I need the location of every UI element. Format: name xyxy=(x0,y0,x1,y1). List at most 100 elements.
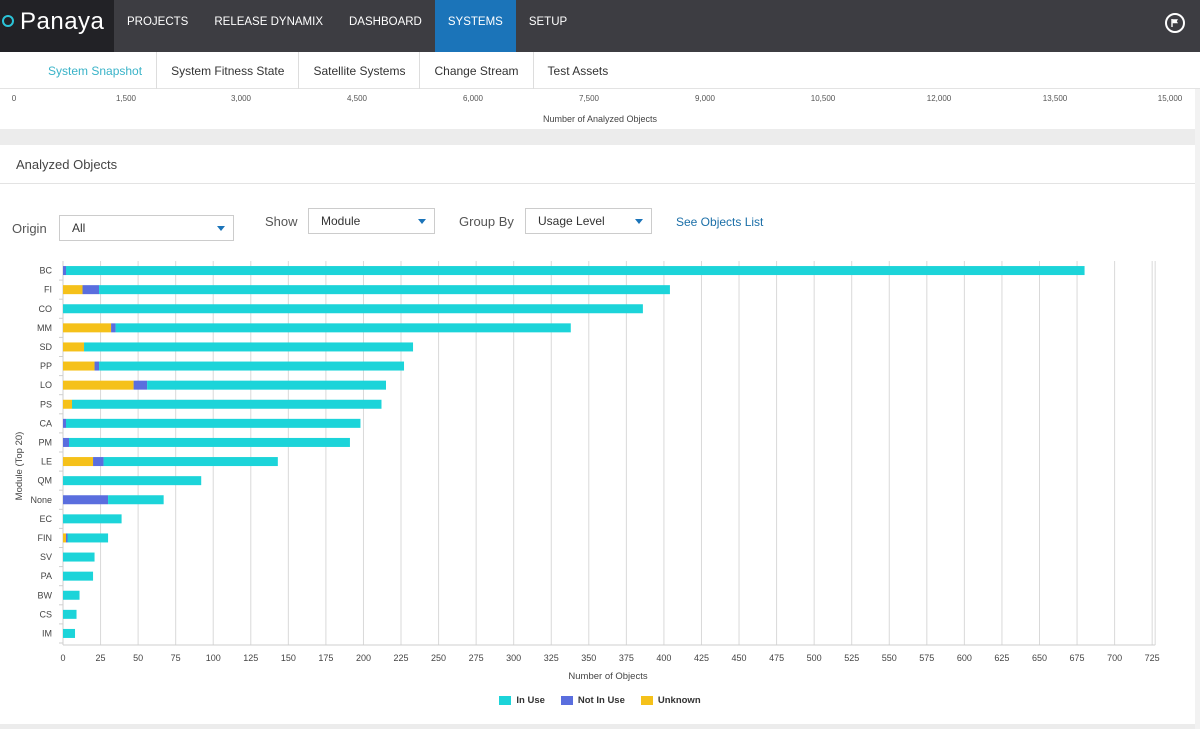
legend-label: In Use xyxy=(516,695,545,706)
see-objects-list-link[interactable]: See Objects List xyxy=(676,215,764,229)
tab-satellite-systems[interactable]: Satellite Systems xyxy=(299,52,421,89)
bar-segment-le-in-use[interactable] xyxy=(103,457,278,467)
bar-segment-ps-unknown[interactable] xyxy=(63,399,73,409)
x-tick-label: 575 xyxy=(919,653,934,663)
y-tick-label: BC xyxy=(39,266,52,276)
nav-setup[interactable]: SETUP xyxy=(528,16,568,28)
y-tick-label: PA xyxy=(41,571,52,581)
x-tick-label: 625 xyxy=(994,653,1009,663)
x-tick-label: 125 xyxy=(243,653,258,663)
bar-segment-pp-in-use[interactable] xyxy=(99,361,405,371)
bar-segment-qm-in-use[interactable] xyxy=(63,476,202,486)
page-scrollbar[interactable] xyxy=(1195,89,1200,729)
tab-change-stream[interactable]: Change Stream xyxy=(420,52,534,89)
nav-systems[interactable]: SYSTEMS xyxy=(434,0,516,52)
tab-test-assets[interactable]: Test Assets xyxy=(534,52,623,89)
x-tick-label: 325 xyxy=(544,653,559,663)
y-tick-label: BW xyxy=(38,590,53,600)
y-tick-label: None xyxy=(30,495,52,505)
bar-segment-lo-unknown[interactable] xyxy=(63,380,134,390)
x-tick-label: 225 xyxy=(394,653,409,663)
top-axis-tick: 7,500 xyxy=(578,94,600,103)
bar-segment-sd-in-use[interactable] xyxy=(84,342,414,352)
bar-segment-sd-unknown[interactable] xyxy=(63,342,85,352)
bar-segment-ps-in-use[interactable] xyxy=(72,399,382,409)
x-tick-label: 475 xyxy=(769,653,784,663)
groupby-select[interactable]: Usage Level xyxy=(525,208,652,234)
chart-legend: In Use Not In Use Unknown xyxy=(0,695,1200,706)
chevron-down-icon xyxy=(217,226,225,231)
nav-release-dynamix[interactable]: RELEASE DYNAMIX xyxy=(214,16,323,28)
x-tick-label: 50 xyxy=(133,653,143,663)
bar-segment-cs-in-use[interactable] xyxy=(63,609,77,619)
bar-segment-ca-in-use[interactable] xyxy=(66,418,361,428)
tab-label: Change Stream xyxy=(434,63,519,78)
bar-segment-le-not-in-use[interactable] xyxy=(93,457,104,467)
x-tick-label: 525 xyxy=(844,653,859,663)
bar-segment-lo-not-in-use[interactable] xyxy=(133,380,148,390)
bar-segment-fin-in-use[interactable] xyxy=(67,533,109,543)
legend-item-not-in-use[interactable]: Not In Use xyxy=(560,695,625,706)
legend-item-in-use[interactable]: In Use xyxy=(499,695,545,706)
bar-segment-ec-in-use[interactable] xyxy=(63,514,122,524)
y-tick-label: PP xyxy=(40,361,52,371)
nav-dashboard[interactable]: DASHBOARD xyxy=(349,16,422,28)
bar-segment-bw-in-use[interactable] xyxy=(63,590,80,600)
flag-icon[interactable] xyxy=(1165,13,1185,33)
bar-segment-ca-not-in-use[interactable] xyxy=(63,418,67,428)
top-axis-tick: 0 xyxy=(11,94,17,103)
bar-segment-mm-not-in-use[interactable] xyxy=(111,323,116,333)
bar-segment-bc-not-in-use[interactable] xyxy=(63,266,67,276)
sub-navigation: System Snapshot System Fitness State Sat… xyxy=(0,52,1200,89)
x-tick-label: 350 xyxy=(581,653,596,663)
legend-item-unknown[interactable]: Unknown xyxy=(640,695,701,706)
bar-segment-mm-in-use[interactable] xyxy=(115,323,571,333)
y-tick-label: FI xyxy=(44,285,52,295)
bar-segment-im-in-use[interactable] xyxy=(63,628,76,638)
bar-segment-fi-not-in-use[interactable] xyxy=(82,285,100,295)
x-tick-label: 725 xyxy=(1145,653,1160,663)
bar-segment-pa-in-use[interactable] xyxy=(63,571,94,581)
top-axis-tick: 15,000 xyxy=(1157,94,1183,103)
groupby-select-value: Usage Level xyxy=(538,214,605,228)
bar-segment-sv-in-use[interactable] xyxy=(63,552,95,562)
tab-system-snapshot[interactable]: System Snapshot xyxy=(34,52,158,89)
x-tick-label: 25 xyxy=(96,653,106,663)
x-tick-label: 0 xyxy=(60,653,65,663)
bar-segment-fi-unknown[interactable] xyxy=(63,285,83,295)
bar-segment-lo-in-use[interactable] xyxy=(147,380,386,390)
bar-segment-pm-not-in-use[interactable] xyxy=(63,437,70,447)
y-tick-label: LO xyxy=(40,380,52,390)
bar-segment-pm-in-use[interactable] xyxy=(69,437,350,447)
bar-segment-le-unknown[interactable] xyxy=(63,457,94,467)
y-tick-label: CO xyxy=(39,304,53,314)
tab-label: Test Assets xyxy=(547,63,609,78)
bar-segment-bc-in-use[interactable] xyxy=(66,266,1085,276)
x-tick-label: 450 xyxy=(732,653,747,663)
groupby-label: Group By xyxy=(459,214,514,229)
bar-segment-pp-unknown[interactable] xyxy=(63,361,95,371)
panaya-logo[interactable]: Panaya xyxy=(0,0,114,52)
x-tick-label: 700 xyxy=(1107,653,1122,663)
bar-segment-fin-not-in-use[interactable] xyxy=(66,533,68,543)
top-axis-tick: 4,500 xyxy=(346,94,368,103)
bar-segment-fin-unknown[interactable] xyxy=(63,533,67,543)
bar-segment-mm-unknown[interactable] xyxy=(63,323,112,333)
y-tick-label: EC xyxy=(39,514,52,524)
x-tick-label: 375 xyxy=(619,653,634,663)
bar-segment-none-in-use[interactable] xyxy=(108,495,164,505)
bar-segment-fi-in-use[interactable] xyxy=(99,285,670,295)
origin-select-value: All xyxy=(72,221,86,235)
y-tick-label: CA xyxy=(39,418,52,428)
tab-system-fitness-state[interactable]: System Fitness State xyxy=(157,52,300,89)
top-axis-tick: 6,000 xyxy=(462,94,484,103)
top-axis-tick: 9,000 xyxy=(694,94,716,103)
bar-segment-co-in-use[interactable] xyxy=(63,304,643,314)
show-select[interactable]: Module xyxy=(308,208,435,234)
top-axis-label: Number of Analyzed Objects xyxy=(542,114,658,124)
bar-segment-pp-not-in-use[interactable] xyxy=(94,361,100,371)
bar-segment-none-not-in-use[interactable] xyxy=(63,495,109,505)
origin-select[interactable]: All xyxy=(59,215,234,241)
nav-projects[interactable]: PROJECTS xyxy=(127,16,189,28)
show-select-value: Module xyxy=(321,214,361,228)
